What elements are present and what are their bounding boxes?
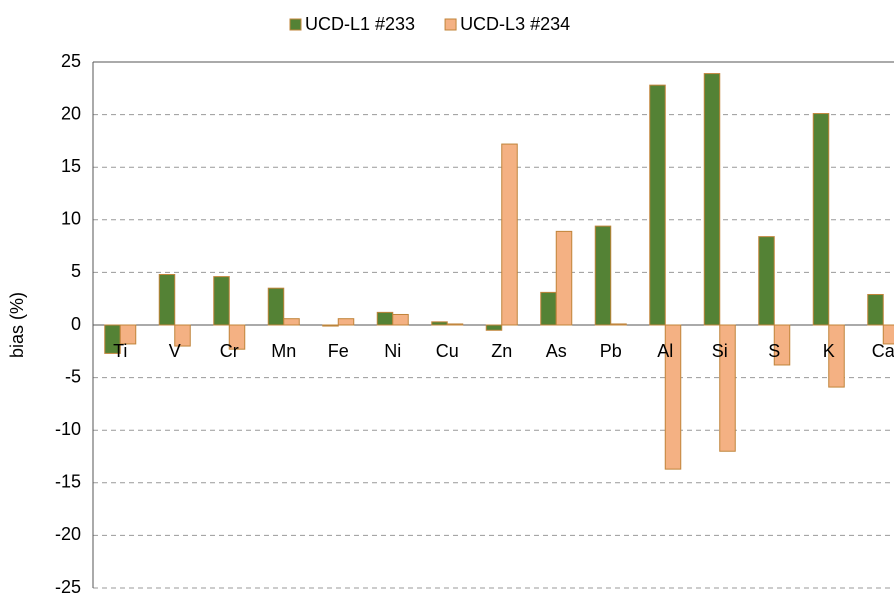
- y-tick-label: 15: [61, 156, 81, 176]
- y-axis-title: bias (%): [7, 292, 27, 358]
- bar: [664, 324, 682, 470]
- bar: [719, 324, 736, 452]
- bar: [758, 236, 775, 326]
- bar: [703, 73, 721, 326]
- x-tick-label: Cr: [220, 341, 239, 361]
- y-tick-label: 25: [61, 51, 81, 71]
- y-tick-label: 10: [61, 209, 81, 229]
- x-tick-label: V: [169, 341, 181, 361]
- bar: [594, 225, 612, 326]
- y-tick-label: 0: [71, 314, 81, 334]
- legend-swatch: [444, 18, 457, 31]
- y-tick-label: 5: [71, 261, 81, 281]
- bar: [174, 324, 191, 347]
- x-tick-label: Fe: [328, 341, 349, 361]
- bar: [649, 84, 666, 326]
- bar: [555, 230, 573, 326]
- legend-label: UCD-L3 #234: [460, 14, 570, 34]
- bar: [773, 324, 791, 366]
- bar: [228, 324, 246, 350]
- bar: [392, 313, 409, 326]
- x-tick-label: Ti: [113, 341, 127, 361]
- x-tick-label: Ca: [872, 341, 894, 361]
- x-tick-label: Zn: [491, 341, 512, 361]
- bar: [828, 324, 845, 388]
- bar: [867, 293, 884, 326]
- y-tick-label: -25: [55, 577, 81, 597]
- bar: [322, 324, 339, 327]
- bar: [501, 143, 518, 326]
- legend-label: UCD-L1 #233: [305, 14, 415, 34]
- bar: [376, 311, 394, 326]
- x-tick-label: Ni: [384, 341, 401, 361]
- bar: [431, 321, 448, 326]
- bar: [485, 324, 503, 331]
- y-tick-label: -20: [55, 524, 81, 544]
- legend-swatch: [289, 18, 302, 31]
- bar: [882, 324, 894, 345]
- x-tick-label: Pb: [600, 341, 622, 361]
- bar: [119, 324, 137, 345]
- x-tick-label: Al: [657, 341, 673, 361]
- x-tick-label: Cu: [436, 341, 459, 361]
- x-tick-label: S: [768, 341, 780, 361]
- y-tick-label: -5: [65, 366, 81, 386]
- bar: [446, 323, 464, 326]
- x-tick-label: As: [546, 341, 567, 361]
- bar: [158, 274, 176, 326]
- y-tick-label: -10: [55, 419, 81, 439]
- bar: [337, 318, 355, 326]
- y-tick-label: -15: [55, 472, 81, 492]
- bar: [267, 287, 285, 326]
- x-tick-label: Si: [712, 341, 728, 361]
- bar: [540, 291, 557, 326]
- bar: [213, 276, 230, 326]
- bar: [610, 323, 627, 326]
- bar: [812, 113, 830, 326]
- bar: [283, 318, 300, 326]
- x-tick-label: Mn: [271, 341, 296, 361]
- x-tick-label: K: [823, 341, 835, 361]
- y-tick-label: 20: [61, 103, 81, 123]
